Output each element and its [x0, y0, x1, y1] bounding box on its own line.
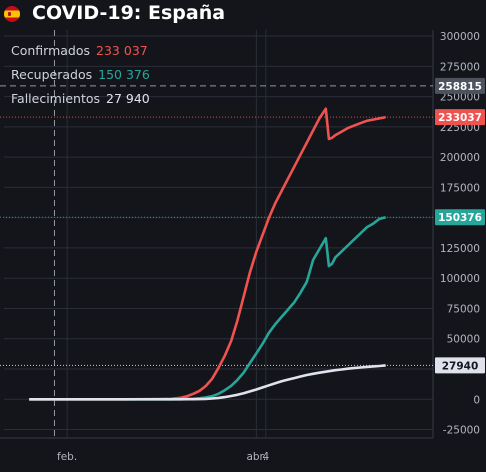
chart-header: COVID-19: España: [0, 0, 486, 30]
x-tick-label: feb.: [57, 451, 77, 463]
legend-item-confirmados: Confirmados 233 037: [11, 43, 148, 58]
chart-area[interactable]: 3000002750002500002250002000001750001500…: [0, 30, 486, 468]
last-value-label-confirmados-bg: [435, 109, 485, 126]
legend-value: 150 376: [98, 67, 150, 82]
y-tick-label: 175000: [440, 182, 480, 194]
y-tick-label: -25000: [443, 425, 480, 437]
y-tick-label: 125000: [440, 243, 480, 255]
x-tick-label: 4: [262, 451, 269, 463]
y-tick-label: 100000: [440, 273, 480, 285]
line-chart[interactable]: 3000002750002500002250002000001750001500…: [0, 30, 486, 468]
legend-item-recuperados: Recuperados 150 376: [11, 67, 150, 82]
last-value-label-fallecimientos-bg: [435, 357, 485, 374]
y-tick-label: 0: [473, 394, 480, 406]
chart-title: COVID-19: España: [32, 2, 226, 24]
y-tick-label: 50000: [447, 334, 480, 346]
legend-label: Fallecimientos: [11, 91, 101, 106]
series-line-confirmados: [29, 107, 386, 401]
legend-label: Confirmados: [11, 43, 91, 58]
legend-item-fallecimientos: Fallecimientos 27 940: [11, 91, 150, 106]
legend-value: 233 037: [96, 43, 148, 58]
y-tick-label: 300000: [440, 31, 480, 43]
y-tick-label: 250000: [440, 92, 480, 104]
chart-background: [0, 30, 486, 468]
series-line-fallecimientos: [29, 364, 386, 401]
crosshair-value-label-bg: [435, 77, 485, 94]
last-value-label-recuperados-bg: [435, 209, 485, 226]
crosshair-value-label: 258815: [438, 81, 482, 93]
x-tick-label: abr.: [246, 451, 266, 463]
y-tick-label: 275000: [440, 61, 480, 73]
last-value-label-confirmados: 233037: [438, 112, 482, 124]
y-tick-label: 75000: [447, 303, 480, 315]
last-value-label-fallecimientos: 27940: [442, 360, 479, 372]
last-value-label-recuperados: 150376: [438, 212, 482, 224]
legend-value: 27 940: [106, 91, 150, 106]
legend-label: Recuperados: [11, 67, 93, 82]
y-tick-label: 200000: [440, 152, 480, 164]
spain-flag-icon: [4, 6, 20, 22]
